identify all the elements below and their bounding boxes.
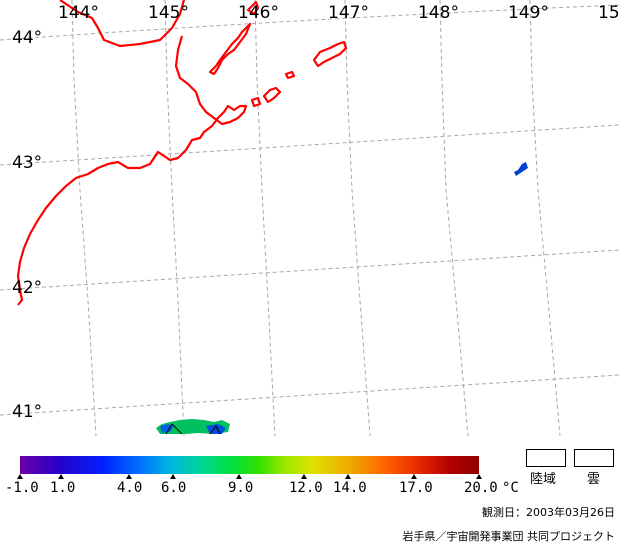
data-patch-east [514, 162, 528, 176]
land-legend-box [526, 449, 566, 467]
lon-label-144: 144° [58, 3, 99, 23]
temperature-colorbar [20, 456, 479, 474]
colorbar-unit: °C [502, 480, 519, 496]
lat-label-43: 43° [12, 153, 43, 173]
lon-label-145: 145° [148, 3, 189, 23]
colorbar-label: 14.0 [333, 480, 367, 496]
lon-label-146: 146° [238, 3, 279, 23]
coastline [16, 0, 348, 306]
colorbar-label: 6.0 [161, 480, 187, 496]
colorbar-label: 17.0 [399, 480, 433, 496]
lat-label-41: 41° [12, 402, 43, 422]
graticule [0, 0, 619, 436]
colorbar-tick [58, 474, 64, 479]
lon-label-147: 147° [328, 3, 369, 23]
colorbar-tick [17, 474, 23, 479]
colorbar-tick [236, 474, 242, 479]
colorbar-tick [301, 474, 307, 479]
project-credit: 岩手県／宇宙開発事業団 共同プロジェクト [402, 530, 616, 543]
lon-label-149: 149° [508, 3, 549, 23]
colorbar-tick [345, 474, 351, 479]
lat-label-44: 44° [12, 28, 43, 48]
cloud-legend-label: 雲 [587, 472, 601, 487]
colorbar-label: 12.0 [289, 480, 323, 496]
map-canvas [0, 0, 619, 436]
colorbar-tick [476, 474, 482, 479]
land-legend-label: 陸域 [530, 472, 557, 487]
colorbar-label: 20.0 [464, 480, 498, 496]
lat-label-42: 42° [12, 278, 43, 298]
colorbar-tick [411, 474, 417, 479]
colorbar-tick [126, 474, 132, 479]
colorbar-label: 4.0 [117, 480, 143, 496]
colorbar-label: -1.0 [5, 480, 39, 496]
colorbar-tick [170, 474, 176, 479]
cloud-legend-box [574, 449, 614, 467]
colorbar-label: 9.0 [228, 480, 254, 496]
lon-label-150: 15 [598, 3, 619, 23]
sst-data [156, 162, 528, 435]
lon-label-148: 148° [418, 3, 459, 23]
observation-date: 観測日：2003年03月26日 [482, 506, 615, 519]
colorbar-label: 1.0 [50, 480, 76, 496]
